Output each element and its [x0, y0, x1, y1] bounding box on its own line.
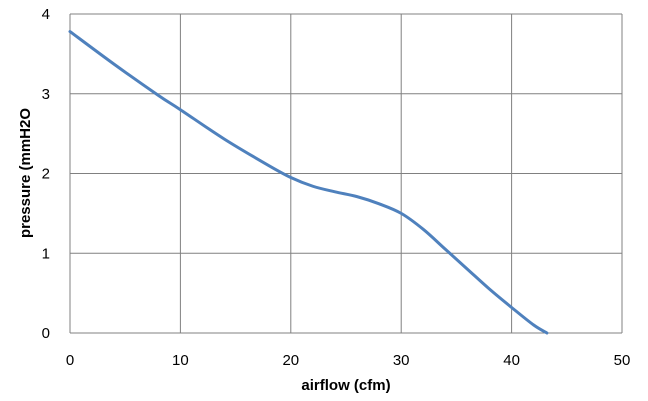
y-tick-label: 4 [42, 6, 50, 23]
x-tick-label: 0 [66, 352, 74, 369]
grid [69, 13, 623, 334]
y-axis-title: pressure (mmH2O [17, 108, 34, 238]
x-axis-title: airflow (cfm) [301, 377, 390, 394]
series-line [68, 30, 549, 335]
x-tick-label: 40 [503, 352, 520, 369]
x-tick-label: 30 [393, 352, 410, 369]
x-tick-labels: 0 10 20 30 40 50 [66, 352, 631, 369]
y-tick-labels: 0 1 2 3 4 [42, 6, 50, 342]
y-tick-label: 3 [42, 86, 50, 103]
x-tick-label: 10 [172, 352, 189, 369]
x-tick-label: 50 [614, 352, 631, 369]
y-tick-label: 1 [42, 245, 50, 262]
y-tick-label: 0 [42, 325, 50, 342]
x-tick-label: 20 [282, 352, 299, 369]
y-tick-label: 2 [42, 166, 50, 183]
